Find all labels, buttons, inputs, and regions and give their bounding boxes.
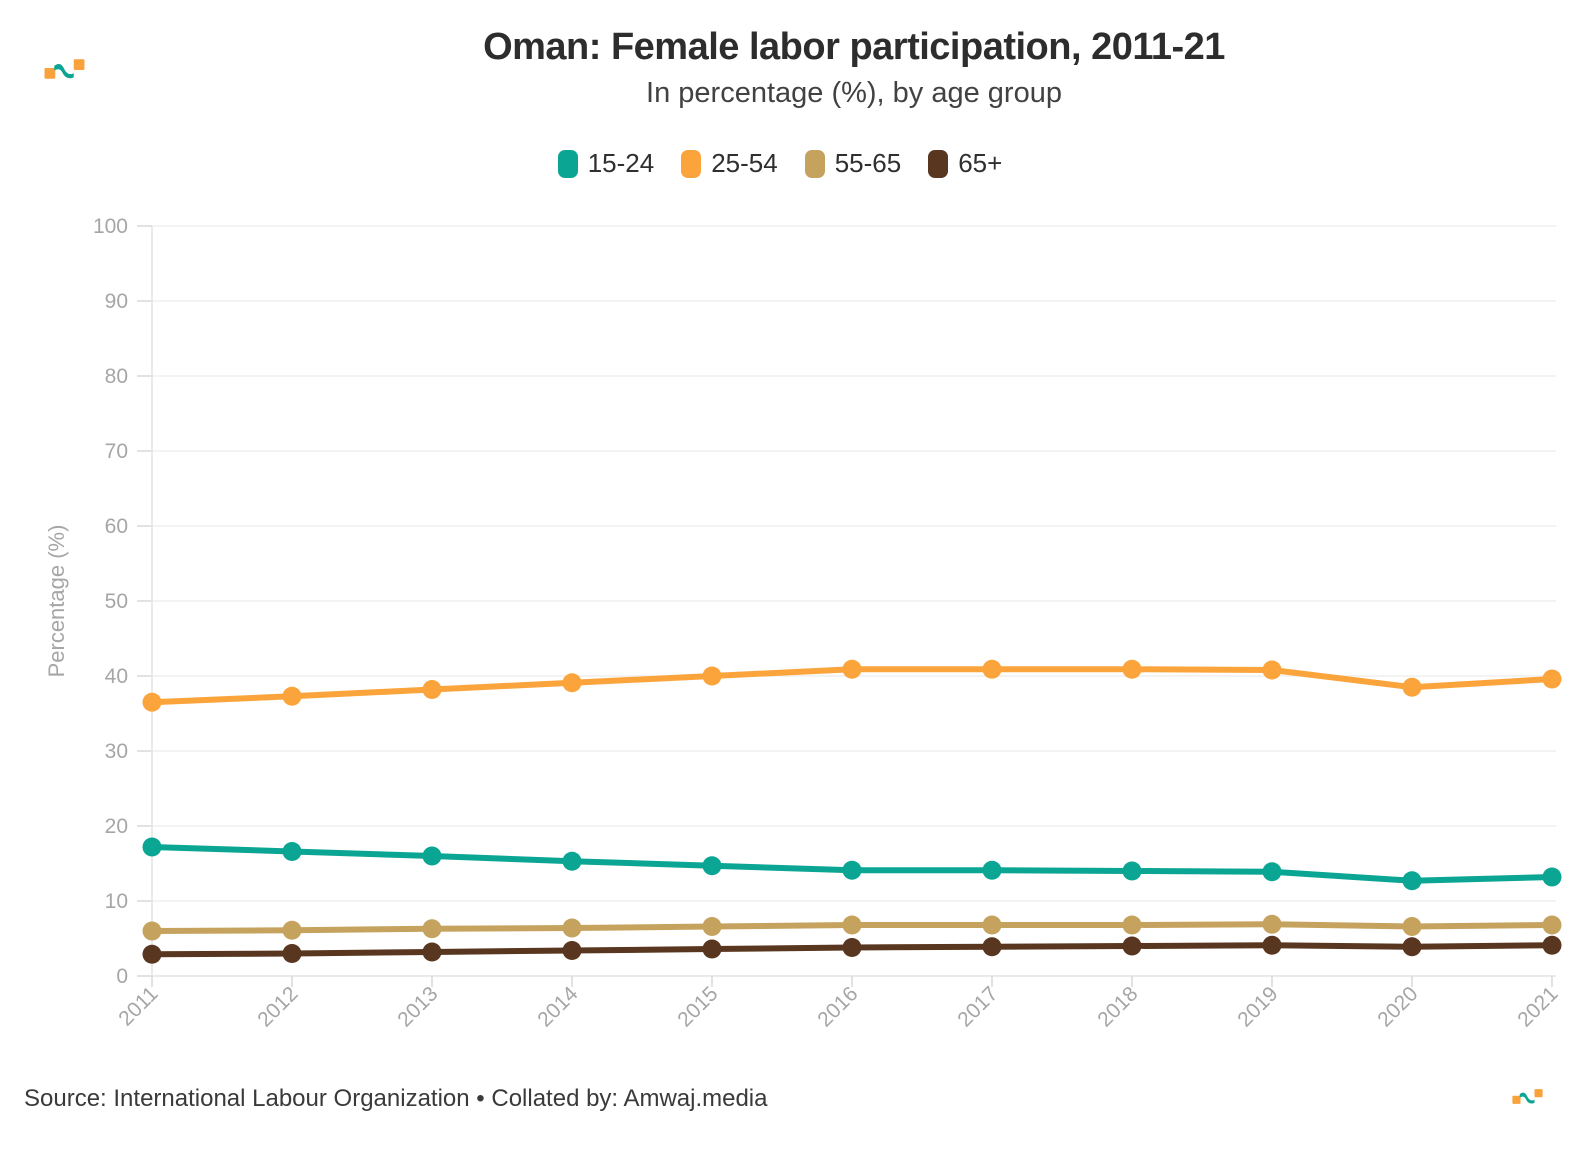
- y-tick-label: 40: [105, 665, 128, 688]
- y-tick-label: 0: [116, 965, 128, 988]
- chart-title: Oman: Female labor participation, 2011-2…: [483, 26, 1225, 68]
- x-tick-label: 2017: [953, 982, 1002, 1031]
- data-point-65+-2019: [1262, 935, 1282, 955]
- y-tick-label: 80: [105, 365, 128, 388]
- data-point-55-65-2018: [1122, 915, 1142, 935]
- data-point-65+-2018: [1122, 936, 1142, 956]
- legend-swatch-55-65: [804, 149, 825, 178]
- data-point-65+-2017: [982, 937, 1002, 957]
- amwaj-logo-bottom-right: [1512, 1089, 1543, 1104]
- series-15-24: [142, 837, 1562, 891]
- x-tick-labels: 2011 2012 2013 2014 2015 2016 2017 2018 2019 2020…: [114, 982, 1562, 1032]
- chart-subtitle: In percentage (%), by age group: [646, 77, 1062, 109]
- data-point-65+-2011: [142, 944, 162, 964]
- legend-item-55-65: 55-65: [804, 148, 902, 179]
- data-point-15-24-2020: [1402, 871, 1422, 891]
- legend-item-15-24: 15-24: [557, 148, 655, 179]
- x-axis-ticks: [151, 976, 1553, 987]
- legend-label: 15-24: [587, 148, 655, 178]
- data-point-15-24-2021: [1542, 867, 1562, 887]
- amwaj-logo-top-left: [44, 59, 85, 79]
- data-point-15-24-2013: [422, 846, 442, 866]
- data-point-55-65-2019: [1262, 914, 1282, 934]
- y-tick-label: 50: [105, 590, 128, 613]
- x-tick-label: 2021: [1513, 982, 1562, 1031]
- data-point-25-54-2013: [422, 680, 442, 699]
- data-point-15-24-2011: [142, 837, 162, 857]
- data-point-15-24-2015: [702, 856, 722, 876]
- data-point-65+-2014: [562, 941, 582, 960]
- legend-swatch-65+: [928, 149, 949, 178]
- legend-swatch-15-24: [557, 149, 578, 178]
- data-point-25-54-2021: [1542, 669, 1562, 689]
- data-point-65+-2016: [842, 938, 862, 957]
- data-point-25-54-2014: [562, 673, 582, 693]
- data-point-25-54-2018: [1122, 659, 1142, 679]
- data-point-55-65-2016: [842, 915, 862, 935]
- x-tick-label: 2014: [533, 982, 583, 1032]
- data-point-15-24-2019: [1262, 862, 1282, 882]
- x-tick-label: 2013: [393, 982, 442, 1031]
- data-point-25-54-2017: [982, 659, 1002, 679]
- source-line: Source: International Labour Organizatio…: [24, 1085, 768, 1112]
- legend: 15-24 25-54 55-65 65+: [0, 148, 1560, 179]
- amwaj-logo-mark-icon: [44, 59, 85, 79]
- series-65+: [142, 935, 1562, 964]
- legend-label: 25-54: [711, 148, 778, 178]
- data-point-55-65-2020: [1402, 917, 1422, 936]
- data-point-65+-2013: [422, 942, 442, 962]
- data-point-55-65-2014: [562, 918, 582, 938]
- data-point-65+-2020: [1402, 937, 1422, 957]
- y-tick-label: 20: [105, 815, 128, 838]
- series-25-54: [142, 659, 1562, 712]
- data-point-15-24-2016: [842, 860, 862, 880]
- x-tick-label: 2011: [114, 982, 162, 1030]
- data-point-55-65-2015: [702, 917, 722, 936]
- data-point-25-54-2019: [1262, 660, 1282, 680]
- y-tick-label: 60: [105, 515, 128, 538]
- data-point-25-54-2020: [1402, 677, 1422, 697]
- y-tick-label: 90: [105, 290, 128, 313]
- x-tick-label: 2020: [1373, 982, 1422, 1031]
- data-point-65+-2021: [1542, 935, 1562, 955]
- y-tick-label: 70: [105, 440, 128, 463]
- x-tick-label: 2012: [253, 982, 302, 1031]
- y-tick-labels: 0 10 20 30 40 50 60 70 80 90 100: [93, 215, 128, 988]
- x-tick-label: 2019: [1233, 982, 1282, 1031]
- x-tick-label: 2018: [1093, 982, 1142, 1031]
- data-point-25-54-2015: [702, 666, 722, 686]
- data-point-65+-2012: [282, 944, 302, 963]
- x-tick-label: 2015: [673, 982, 722, 1031]
- y-axis-label: Percentage (%): [44, 525, 69, 678]
- y-tick-label: 10: [105, 890, 128, 913]
- legend-item-65+: 65+: [928, 148, 1002, 179]
- series-55-65: [142, 914, 1562, 941]
- data-point-25-54-2012: [282, 686, 302, 706]
- data-point-55-65-2011: [142, 921, 162, 941]
- amwaj-logo-mark-icon: [1512, 1089, 1543, 1104]
- data-point-15-24-2017: [982, 860, 1002, 880]
- legend-label: 55-65: [834, 148, 902, 178]
- data-point-15-24-2018: [1122, 861, 1142, 881]
- y-tick-label: 100: [93, 215, 128, 238]
- data-point-55-65-2012: [282, 920, 302, 940]
- chart-header: Oman: Female labor participation, 2011-2…: [152, 0, 1556, 110]
- data-point-55-65-2017: [982, 915, 1002, 935]
- data-point-25-54-2016: [842, 659, 862, 679]
- legend-item-25-54: 25-54: [681, 148, 778, 179]
- data-point-65+-2015: [702, 939, 722, 959]
- y-tick-label: 30: [105, 740, 128, 763]
- x-tick-label: 2016: [813, 982, 862, 1031]
- data-point-15-24-2012: [282, 842, 302, 861]
- data-point-55-65-2013: [422, 919, 442, 939]
- data-point-15-24-2014: [562, 851, 582, 871]
- legend-swatch-25-54: [681, 149, 702, 178]
- data-point-25-54-2011: [142, 692, 162, 712]
- data-point-55-65-2021: [1542, 915, 1562, 935]
- legend-label: 65+: [958, 148, 1003, 178]
